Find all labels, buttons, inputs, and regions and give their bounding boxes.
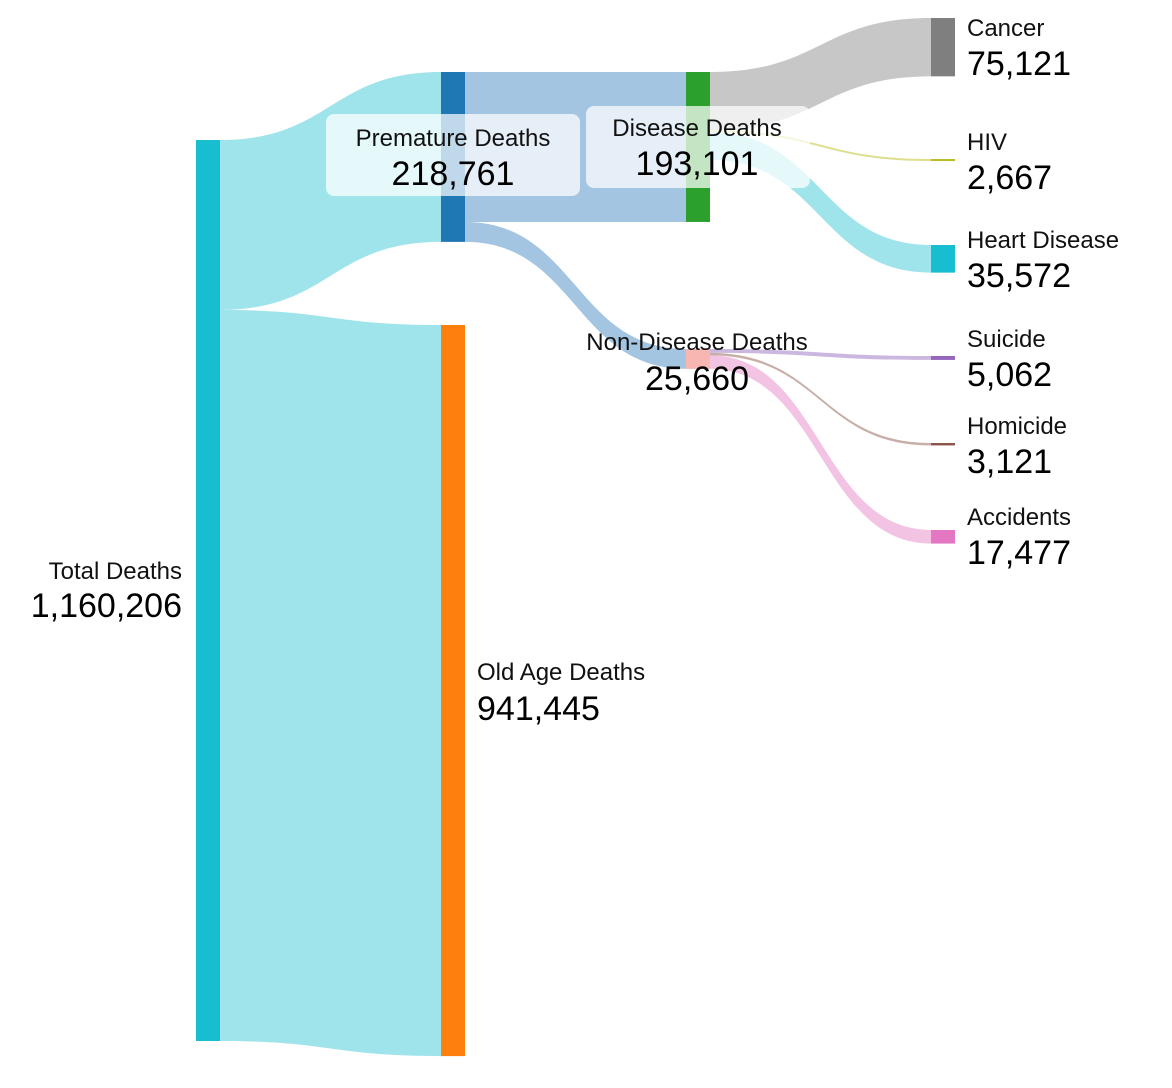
node-accidents xyxy=(931,530,955,544)
node-nondisease xyxy=(686,349,710,369)
node-value-homicide: 3,121 xyxy=(967,443,1052,481)
node-total xyxy=(196,140,220,1041)
label-homicide: Homicide 3,121 xyxy=(967,413,1067,481)
node-name-disease: Disease Deaths xyxy=(612,115,781,142)
node-value-heart: 35,572 xyxy=(967,257,1071,295)
label-box-premature xyxy=(326,114,580,196)
node-value-nondisease: 25,660 xyxy=(645,360,749,398)
label-premature: Premature Deaths 218,761 xyxy=(326,114,580,196)
node-name-total: Total Deaths xyxy=(49,558,182,585)
node-name-hiv: HIV xyxy=(967,129,1007,156)
node-value-total: 1,160,206 xyxy=(31,587,182,625)
link-total-to-oldage xyxy=(220,309,441,1057)
link-disease-to-hiv xyxy=(710,130,931,162)
node-name-oldage: Old Age Deaths xyxy=(477,659,645,686)
link-premature-to-nondisease xyxy=(465,221,686,369)
node-value-oldage: 941,445 xyxy=(477,690,600,728)
link-nondisease-to-suicide xyxy=(710,349,931,360)
link-nondisease-to-homicide xyxy=(710,352,931,446)
label-accidents: Accidents 17,477 xyxy=(967,504,1071,572)
node-name-nondisease: Non-Disease Deaths xyxy=(586,329,807,356)
label-oldage: Old Age Deaths 941,445 xyxy=(477,659,645,728)
node-name-suicide: Suicide xyxy=(967,326,1046,353)
node-value-disease: 193,101 xyxy=(636,145,759,183)
node-name-homicide: Homicide xyxy=(967,413,1067,440)
label-hiv: HIV 2,667 xyxy=(967,129,1052,197)
nodes-layer xyxy=(196,18,955,1057)
links-layer xyxy=(220,18,931,1057)
node-cancer xyxy=(931,18,955,77)
node-name-premature: Premature Deaths xyxy=(356,125,551,152)
node-homicide xyxy=(931,443,955,446)
node-value-premature: 218,761 xyxy=(392,155,515,193)
node-oldage xyxy=(441,325,465,1057)
node-value-suicide: 5,062 xyxy=(967,356,1052,394)
label-cancer: Cancer 75,121 xyxy=(967,15,1071,83)
link-nondisease-to-accidents xyxy=(710,355,931,544)
label-heart: Heart Disease 35,572 xyxy=(967,227,1119,295)
node-name-accidents: Accidents xyxy=(967,504,1071,531)
link-disease-to-cancer xyxy=(710,18,931,131)
node-suicide xyxy=(931,356,955,360)
node-value-hiv: 2,667 xyxy=(967,159,1052,197)
node-hiv xyxy=(931,159,955,162)
node-value-cancer: 75,121 xyxy=(967,45,1071,83)
node-name-heart: Heart Disease xyxy=(967,227,1119,254)
label-suicide: Suicide 5,062 xyxy=(967,326,1052,394)
label-nondisease: Non-Disease Deaths 25,660 xyxy=(586,329,807,398)
node-name-cancer: Cancer xyxy=(967,15,1044,42)
label-disease: Disease Deaths 193,101 xyxy=(586,106,810,188)
node-heart xyxy=(931,245,955,273)
label-box-disease xyxy=(586,106,810,188)
node-value-accidents: 17,477 xyxy=(967,534,1071,572)
